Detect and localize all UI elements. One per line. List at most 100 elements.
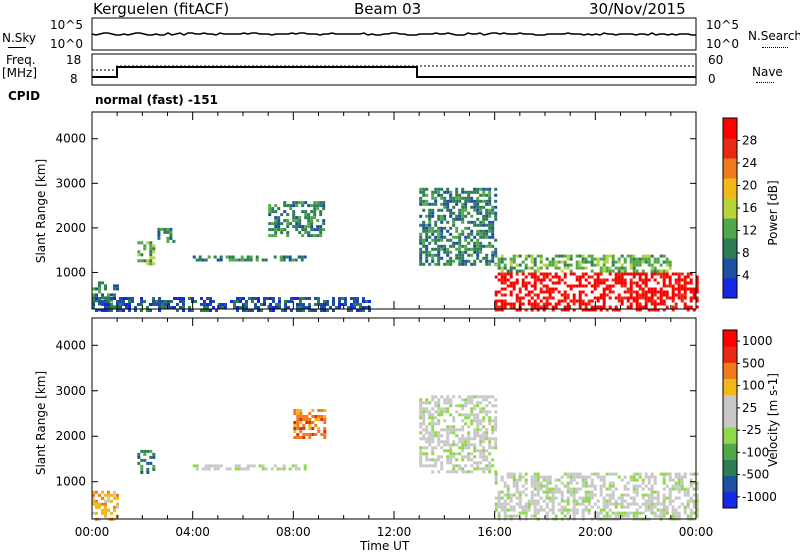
- echo-cell: [476, 422, 480, 426]
- echo-cell: [365, 300, 368, 303]
- echo-cell: [458, 196, 462, 200]
- echo-cell: [146, 262, 150, 266]
- echo-cell: [611, 284, 615, 288]
- echo-cell: [277, 216, 281, 220]
- echo-cell: [323, 409, 327, 412]
- echo-cell: [284, 300, 287, 303]
- echo-cell: [512, 257, 516, 261]
- echo-cell: [635, 302, 639, 306]
- echo-cell: [182, 297, 185, 300]
- echo-cell: [545, 272, 549, 276]
- echo-cell: [467, 220, 471, 224]
- echo-cell: [563, 272, 567, 276]
- echo-cell: [304, 225, 308, 229]
- echo-cell: [308, 303, 311, 306]
- nsearch-tick-bottom: 10^0: [706, 37, 739, 51]
- echo-cell: [216, 258, 220, 262]
- echo-cell: [485, 410, 489, 414]
- echo-cell: [140, 458, 144, 462]
- echo-cell: [677, 272, 681, 276]
- echo-cell: [446, 407, 450, 411]
- echo-cell: [491, 256, 495, 260]
- echo-cell: [554, 478, 558, 482]
- echo-cell: [113, 284, 116, 288]
- echo-cell: [473, 434, 477, 438]
- echo-cell: [440, 214, 444, 218]
- echo-cell: [161, 303, 164, 306]
- echo-cell: [551, 305, 555, 309]
- echo-cell: [566, 284, 570, 288]
- echo-cell: [572, 475, 576, 479]
- echo-cell: [437, 226, 441, 230]
- echo-cell: [614, 275, 618, 279]
- x-tick-label: 20:00: [578, 525, 613, 539]
- echo-cell: [500, 496, 504, 500]
- echo-cell: [200, 303, 203, 306]
- colorbar-swatch: [723, 198, 737, 219]
- echo-cell: [503, 302, 507, 306]
- echo-cell: [446, 434, 450, 438]
- echo-cell: [515, 478, 519, 482]
- echo-cell: [428, 437, 432, 441]
- echo-cell: [443, 199, 447, 203]
- echo-cell: [524, 263, 528, 267]
- echo-cell: [659, 293, 663, 297]
- echo-cell: [233, 300, 236, 303]
- echo-cell: [494, 250, 498, 254]
- echo-cell: [572, 487, 576, 491]
- echo-cell: [207, 467, 211, 471]
- echo-cell: [246, 464, 250, 468]
- echo-cell: [542, 263, 546, 267]
- echo-cell: [434, 416, 438, 420]
- echo-cell: [158, 297, 161, 300]
- freq-label: Freq.: [6, 53, 36, 67]
- echo-cell: [286, 204, 290, 208]
- echo-cell: [283, 210, 287, 214]
- echo-cell: [581, 266, 585, 270]
- echo-cell: [455, 217, 459, 221]
- echo-cell: [284, 309, 287, 312]
- echo-cell: [659, 254, 663, 258]
- echo-cell: [446, 208, 450, 212]
- echo-cell: [473, 407, 477, 411]
- echo-cell: [428, 458, 432, 462]
- echo-cell: [326, 303, 329, 306]
- echo-cell: [674, 511, 678, 515]
- echo-cell: [473, 404, 477, 408]
- echo-cell: [452, 211, 456, 215]
- echo-cell: [518, 254, 522, 258]
- echo-cell: [575, 299, 579, 303]
- echo-cell: [572, 299, 576, 303]
- echo-cell: [674, 496, 678, 500]
- echo-cell: [554, 260, 558, 264]
- echo-cell: [617, 266, 621, 270]
- echo-cell: [476, 256, 480, 260]
- echo-cell: [261, 464, 265, 468]
- echo-cell: [482, 205, 486, 209]
- echo-cell: [272, 306, 275, 309]
- echo-cell: [92, 490, 95, 494]
- echo-cell: [485, 193, 489, 197]
- echo-cell: [536, 490, 540, 494]
- echo-cell: [201, 258, 205, 262]
- colorbar-frame: [722, 329, 738, 509]
- echo-cell: [437, 434, 441, 438]
- echo-cell: [551, 502, 555, 506]
- echo-cell: [143, 452, 147, 456]
- echo-cell: [317, 418, 321, 421]
- echo-cell: [617, 269, 621, 273]
- echo-cell: [650, 511, 654, 515]
- echo-cell: [512, 505, 516, 509]
- echo-cell: [683, 490, 687, 494]
- echo-cell: [446, 253, 450, 257]
- echo-cell: [500, 275, 504, 279]
- echo-cell: [566, 263, 570, 267]
- echo-cell: [266, 297, 269, 300]
- echo-cell: [107, 496, 110, 500]
- echo-cell: [569, 472, 573, 476]
- echo-cell: [431, 253, 435, 257]
- echo-cell: [590, 493, 594, 497]
- echo-cell: [584, 508, 588, 512]
- echo-cell: [608, 287, 612, 291]
- echo-cell: [539, 505, 543, 509]
